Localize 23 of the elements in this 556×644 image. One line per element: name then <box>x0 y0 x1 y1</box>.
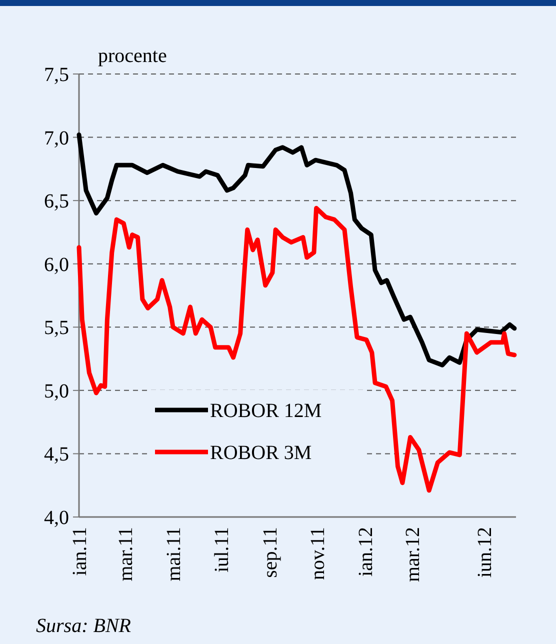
x-tick-label: ian.11 <box>69 527 91 576</box>
y-tick-label: 5,5 <box>44 317 69 340</box>
x-tick-label: iun.12 <box>474 527 496 578</box>
legend-label: ROBOR 12M <box>210 400 322 422</box>
y-tick-label: 5,0 <box>44 380 69 402</box>
text: Sursa: BNR <box>36 615 131 637</box>
x-tick-label: iul.11 <box>210 527 233 572</box>
y-tick-label: 6,5 <box>44 190 69 213</box>
line-series <box>76 132 517 368</box>
x-tick-label: nov.11 <box>307 527 330 580</box>
y-tick-label: 7,0 <box>44 127 69 150</box>
x-tick-label: sep.11 <box>259 527 282 578</box>
y-tick-label: 6,0 <box>44 254 69 276</box>
y-axis-title: procente <box>98 45 167 67</box>
x-tick-label: mai.11 <box>162 527 185 582</box>
x-tick-label: ian.12 <box>354 527 377 576</box>
legend-label: ROBOR 3M <box>210 442 312 464</box>
line-series <box>76 206 517 493</box>
y-tick-label: 4,0 <box>44 507 69 529</box>
y-tick-label: 4,5 <box>44 444 69 466</box>
x-tick-label: mar.12 <box>402 527 424 582</box>
y-tick-label: 7,5 <box>44 64 69 86</box>
x-tick-label: mar.11 <box>115 527 138 582</box>
